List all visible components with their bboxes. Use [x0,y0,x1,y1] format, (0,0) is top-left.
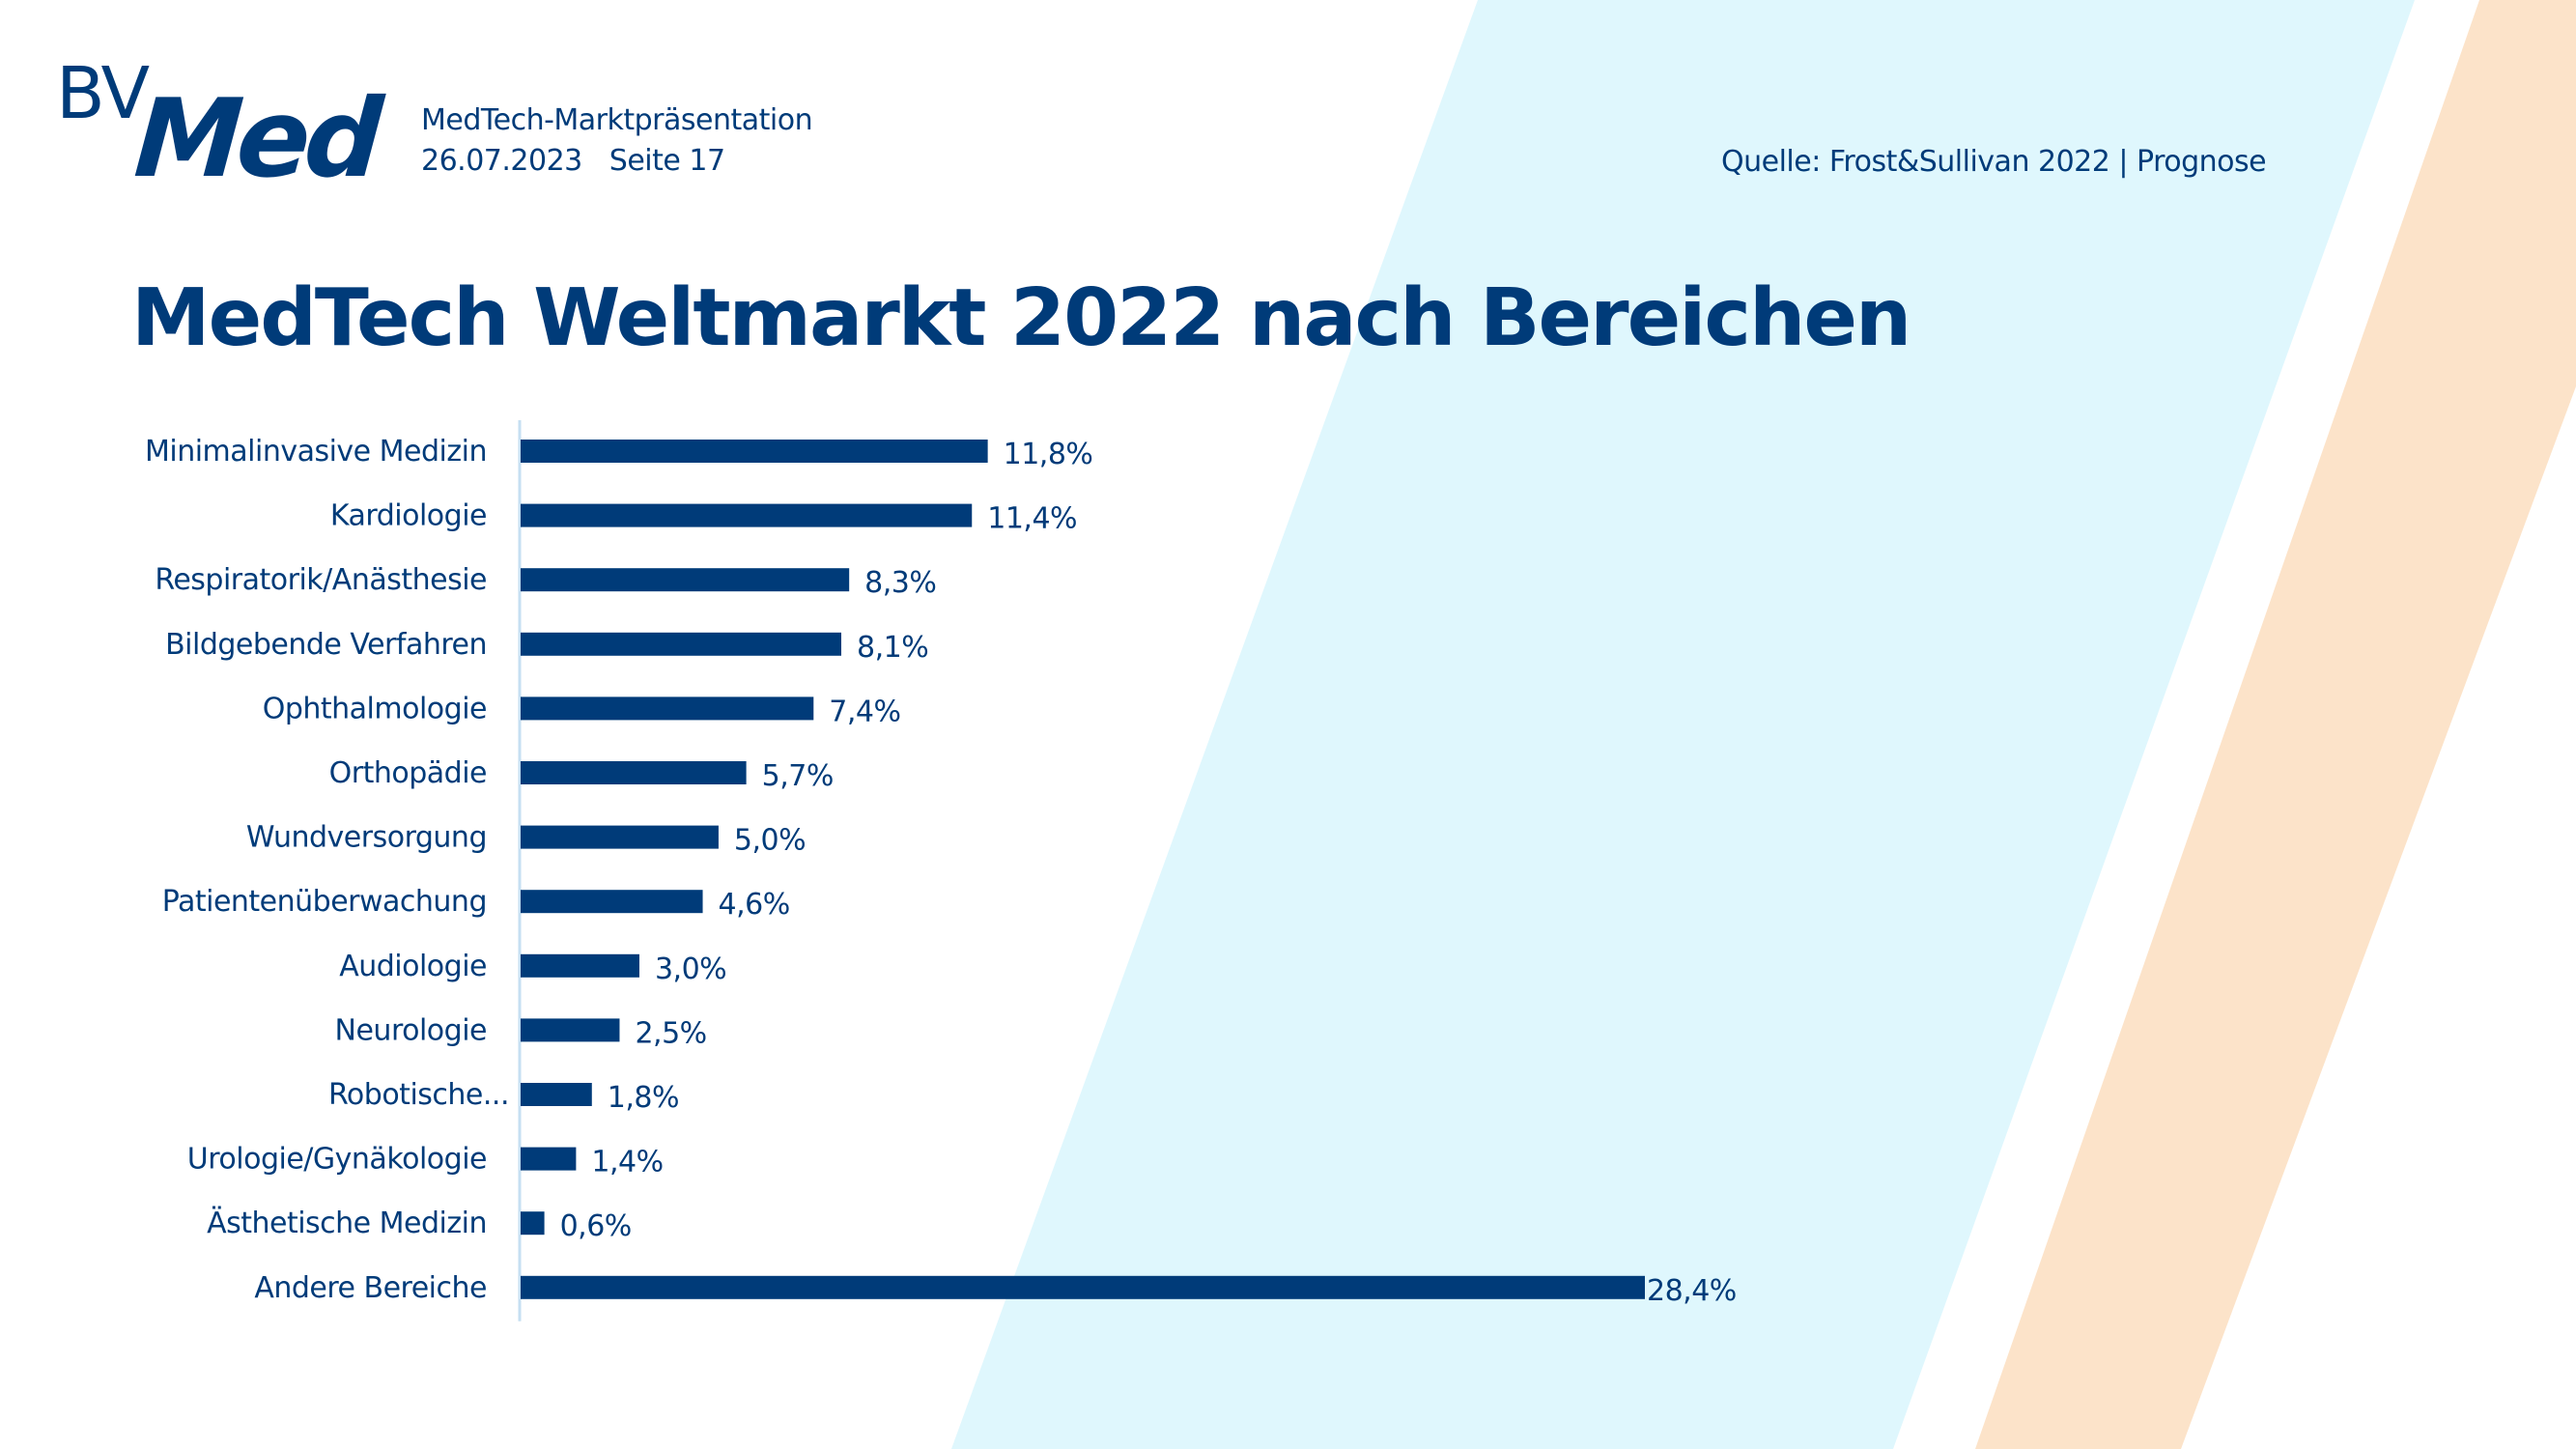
data-label: 8,1% [857,631,928,665]
category-label: Orthopädie [329,756,487,790]
bar [521,696,814,721]
peach-stripe [1975,0,2576,1449]
bar-group: Robotische... 1,8% [328,1078,680,1115]
bar [521,568,850,592]
bar-group: Audiologie 3,0% [339,950,726,986]
bar-group: Andere Bereiche 28,4% [254,1271,1737,1308]
data-label: 5,7% [762,759,834,793]
page-number: Seite 17 [609,144,725,178]
bar [521,1147,577,1171]
bar-group: Ophthalmologie 7,4% [263,692,901,728]
light-blue-stripe [951,0,2415,1449]
data-label: 11,4% [987,502,1077,536]
presentation-meta: MedTech-Marktpräsentation 26.07.2023 Seit… [421,100,813,182]
category-label: Audiologie [339,950,487,983]
bar [521,890,703,914]
data-label: 4,6% [719,888,790,922]
logo-prefix: BV [56,52,150,135]
category-label: Ophthalmologie [263,692,487,725]
bar-group: Wundversorgung 5,0% [246,821,807,858]
bar [521,761,747,784]
category-label: Bildgebende Verfahren [165,628,487,662]
source-note: Quelle: Frost&Sullivan 2022 | Prognose [1721,145,2267,179]
bar [521,1083,592,1106]
data-label: 28,4% [1647,1274,1737,1308]
bvmed-logo: BV Med [56,52,384,202]
category-label: Wundversorgung [246,821,487,855]
category-label: Ästhetische Medizin [207,1206,487,1240]
bar-group: Urologie/Gynäkologie 1,4% [187,1143,664,1179]
bar-group: Patientenüberwachung 4,6% [162,885,791,922]
bar [521,503,973,527]
bar [521,953,639,978]
data-label: 0,6% [560,1209,632,1243]
presentation-date: 26.07.2023 [421,144,582,178]
category-label: Neurologie [335,1013,487,1047]
bar [521,1211,545,1236]
category-label: Minimalinvasive Medizin [145,435,487,469]
bar [521,632,841,656]
date-page-line: 26.07.2023 Seite 17 [421,141,812,182]
category-label: Urologie/Gynäkologie [187,1143,487,1177]
bar [521,825,719,849]
category-label: Respiratorik/Anästhesie [155,563,487,597]
data-label: 1,8% [608,1081,679,1115]
data-label: 2,5% [635,1016,706,1050]
presentation-title: MedTech-Marktpräsentation [421,103,813,137]
data-label: 8,3% [864,566,936,600]
data-label: 5,0% [734,824,806,858]
bar-group: Kardiologie 11,4% [330,499,1078,536]
bar-group: Ästhetische Medizin 0,6% [207,1206,632,1243]
category-label: Patientenüberwachung [162,885,487,919]
category-label: Robotische... [328,1078,509,1112]
bar-group: Orthopädie 5,7% [329,756,835,793]
bar-group: Bildgebende Verfahren 8,1% [165,628,929,665]
data-label: 11,8% [1004,438,1093,471]
data-label: 7,4% [829,695,900,728]
bar [521,1018,620,1042]
data-label: 1,4% [591,1146,663,1179]
bar-group: Respiratorik/Anästhesie 8,3% [155,563,937,600]
bar [521,1275,1645,1299]
category-label: Kardiologie [330,499,487,533]
category-label: Andere Bereiche [254,1271,487,1305]
bar [521,440,988,463]
page-title: MedTech Weltmarkt 2022 nach Bereichen [131,272,1911,364]
bar-group: Minimalinvasive Medizin 11,8% [145,435,1093,471]
bar-group: Neurologie 2,5% [335,1013,708,1050]
data-label: 3,0% [655,952,726,986]
